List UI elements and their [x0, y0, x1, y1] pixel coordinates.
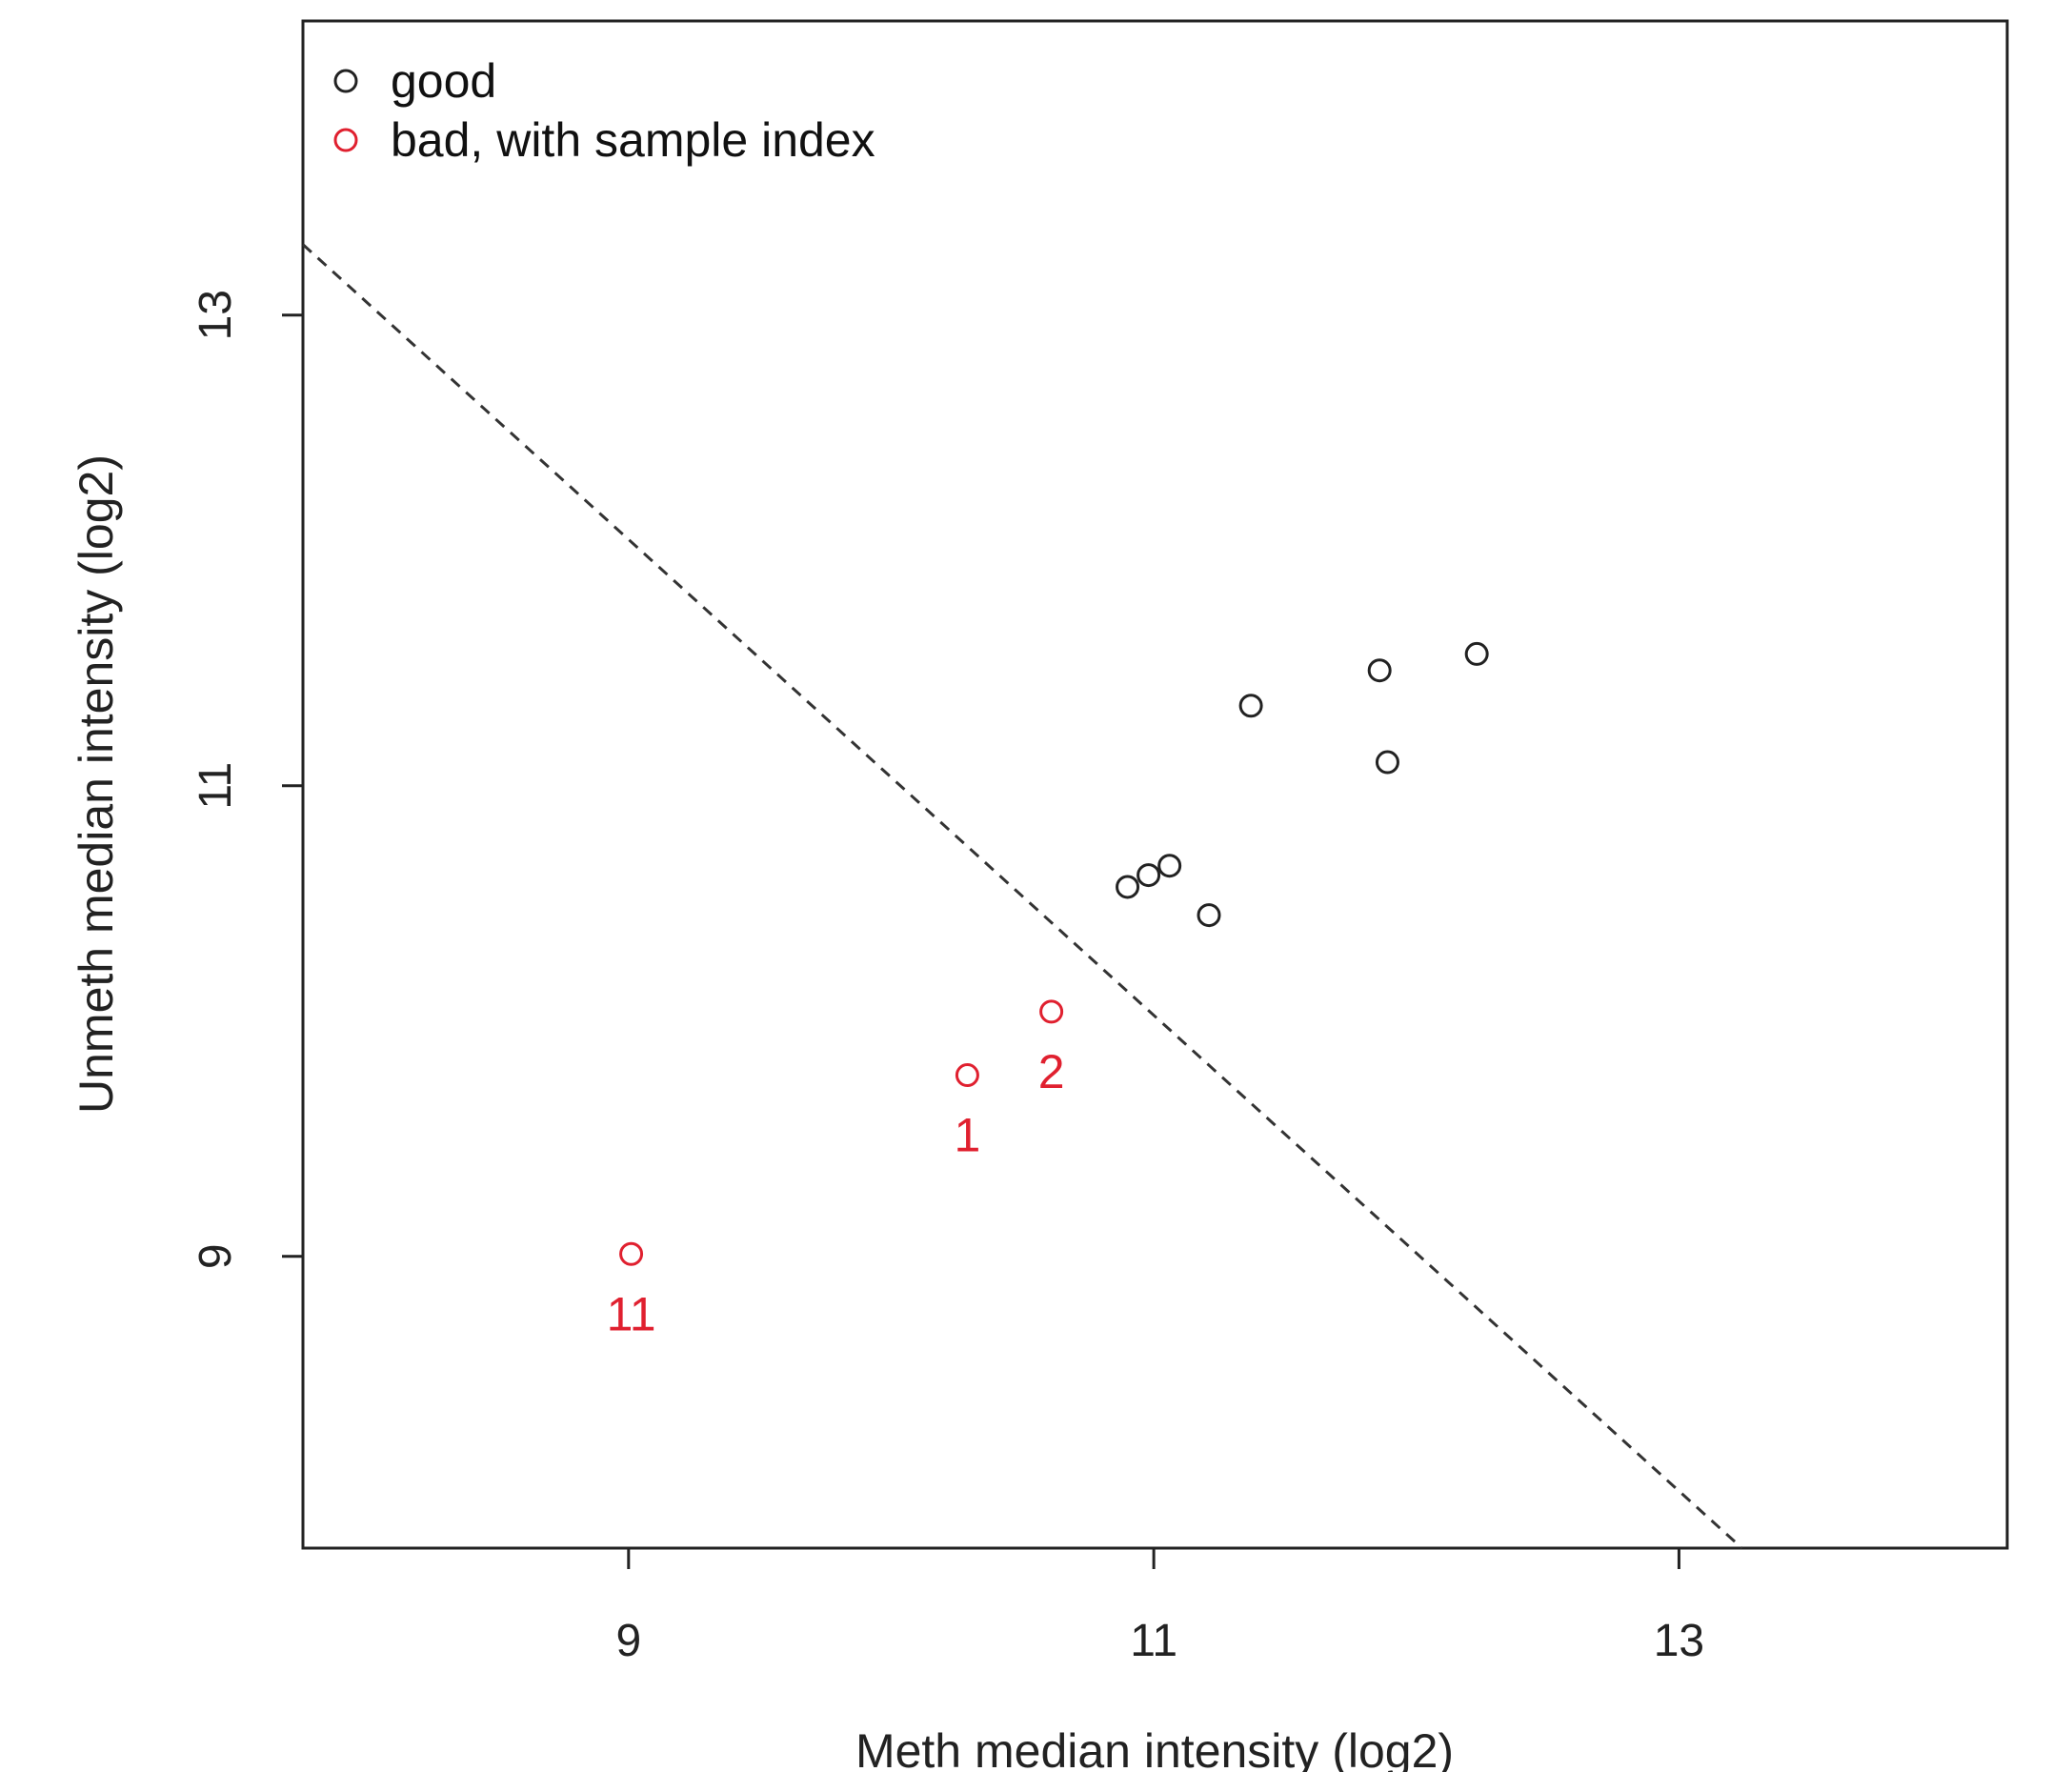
data-point — [1197, 903, 1221, 928]
data-point — [1464, 641, 1489, 666]
y-axis-title: Unmeth median intensity (log2) — [70, 454, 123, 1114]
data-point — [619, 1241, 644, 1266]
legend-marker — [333, 128, 358, 152]
legend-label: good — [391, 54, 496, 108]
plot-frame — [301, 19, 2009, 1550]
data-point — [1116, 875, 1140, 899]
data-point — [1137, 863, 1161, 888]
point-label: 1 — [955, 1109, 981, 1162]
y-tick-label: 9 — [191, 1243, 241, 1269]
x-axis: 9 11 13 — [615, 1546, 1704, 1666]
x-axis-title: Meth median intensity (log2) — [855, 1724, 1454, 1772]
y-axis: 9 11 13 — [191, 290, 305, 1269]
y-tick-label: 11 — [191, 762, 241, 810]
legend-label: bad, with sample index — [391, 113, 875, 167]
point-label: 2 — [1038, 1045, 1065, 1098]
data-point — [1238, 694, 1263, 718]
data-point — [1039, 999, 1064, 1024]
legend-marker — [333, 69, 358, 93]
reference-line — [301, 243, 1743, 1550]
data-point — [1375, 750, 1399, 775]
data-point — [1157, 854, 1182, 878]
data-point — [955, 1063, 979, 1088]
y-tick-label: 13 — [191, 290, 241, 340]
point-label: 11 — [607, 1287, 656, 1340]
data-point — [1367, 658, 1392, 683]
x-tick-label: 11 — [1130, 1616, 1177, 1666]
data-points: 1 2 11 — [607, 641, 1489, 1340]
x-tick-label: 9 — [615, 1616, 641, 1666]
x-tick-label: 13 — [1654, 1616, 1704, 1666]
